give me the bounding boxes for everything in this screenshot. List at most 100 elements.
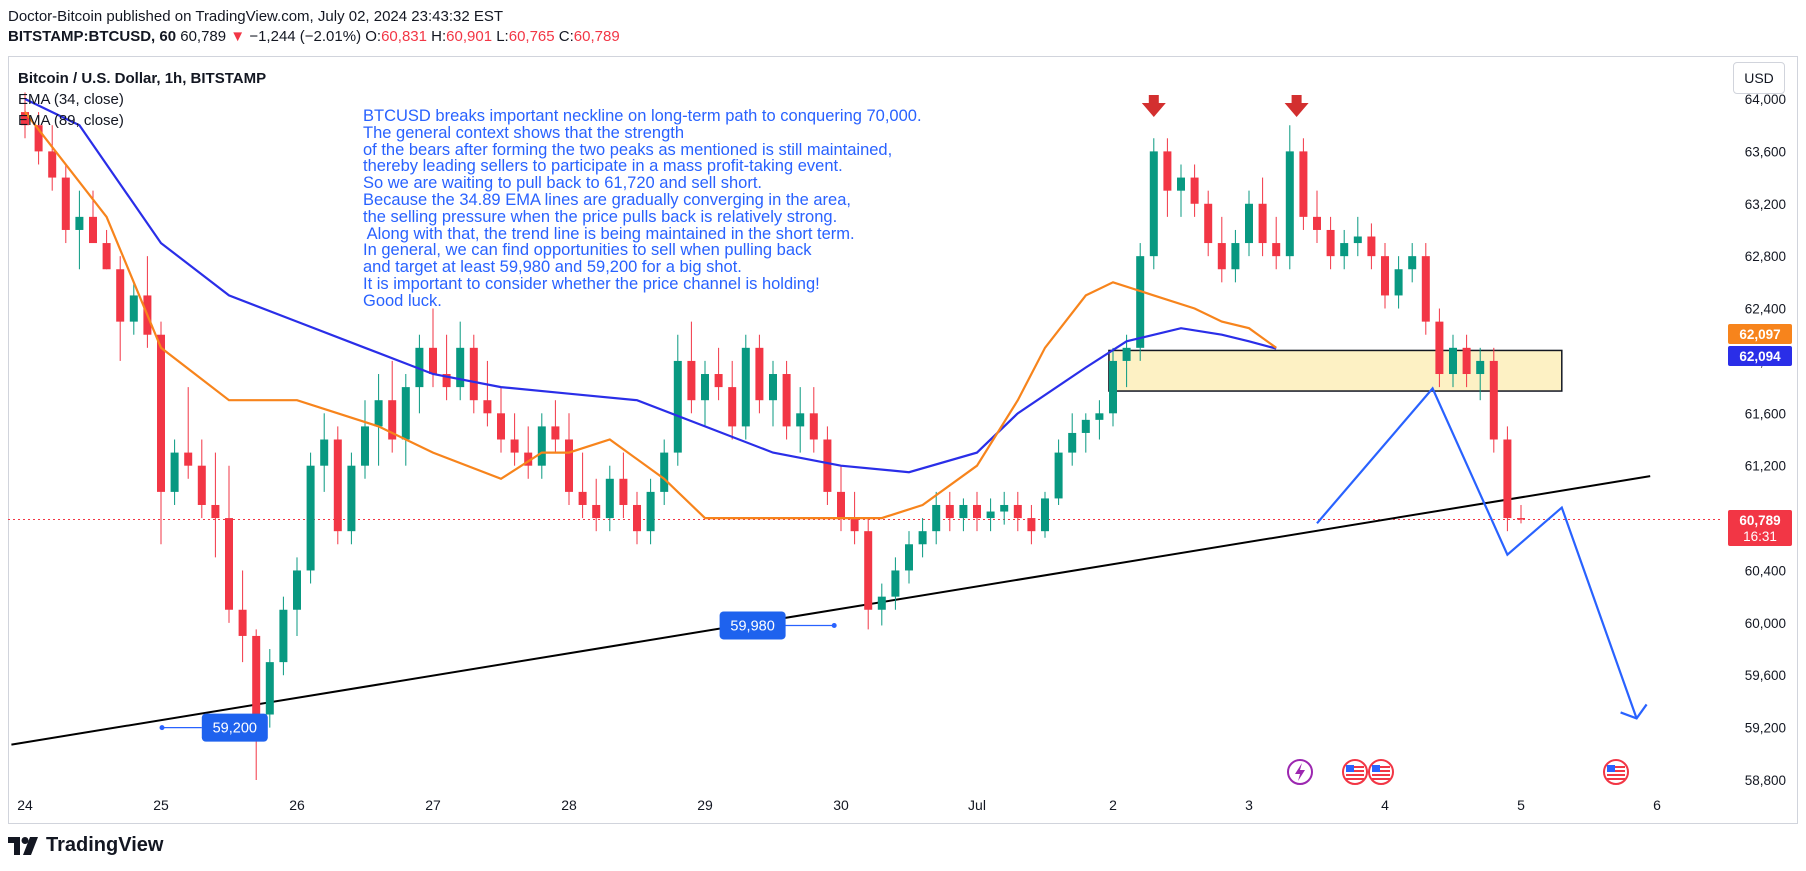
candle[interactable] (660, 439, 669, 505)
candle[interactable] (809, 387, 818, 453)
legend-ema89[interactable]: EMA (89, close) (18, 112, 124, 129)
ema34-line[interactable] (24, 111, 1277, 520)
candle[interactable] (578, 452, 587, 519)
candle[interactable] (1449, 334, 1457, 388)
candle[interactable] (1217, 216, 1226, 283)
candle[interactable] (1054, 439, 1063, 505)
candle[interactable] (592, 478, 601, 532)
candle[interactable] (170, 439, 179, 505)
trendline[interactable] (11, 475, 1651, 746)
candle[interactable] (1013, 491, 1022, 532)
candle[interactable] (1258, 177, 1267, 257)
candle[interactable] (415, 334, 424, 414)
candle[interactable] (1326, 216, 1335, 270)
candle[interactable] (687, 321, 696, 414)
candle[interactable] (483, 360, 492, 427)
candle[interactable] (265, 649, 274, 728)
candle[interactable] (1462, 334, 1471, 388)
candle[interactable] (973, 491, 981, 532)
candle[interactable] (456, 321, 465, 401)
projection-path[interactable] (1316, 386, 1638, 719)
us-flag-event-icon[interactable] (1342, 759, 1368, 785)
candle[interactable] (1136, 243, 1145, 361)
symbol-name[interactable]: BITSTAMP:BTCUSD, 60 (8, 28, 177, 45)
candle[interactable] (1081, 413, 1090, 453)
candle[interactable] (524, 426, 533, 479)
candle[interactable] (891, 557, 900, 610)
candle[interactable] (1122, 334, 1131, 388)
candle[interactable] (1381, 243, 1389, 309)
candle[interactable] (1503, 426, 1512, 532)
candle[interactable] (619, 452, 628, 519)
candle[interactable] (1204, 190, 1213, 257)
candle[interactable] (837, 465, 845, 532)
candle[interactable] (1408, 243, 1417, 283)
candle[interactable] (537, 413, 546, 479)
candle[interactable] (551, 400, 560, 453)
currency-button[interactable]: USD (1733, 62, 1785, 94)
candle[interactable] (333, 426, 342, 545)
candle[interactable] (823, 426, 832, 505)
us-flag-event-icon[interactable] (1368, 759, 1394, 785)
candle[interactable] (877, 583, 886, 626)
candle[interactable] (796, 387, 805, 453)
candle[interactable] (1435, 308, 1444, 388)
candle[interactable] (701, 360, 709, 427)
resistance-zone[interactable] (1108, 349, 1563, 392)
candle[interactable] (361, 400, 369, 479)
candle[interactable] (918, 518, 927, 558)
candle[interactable] (320, 413, 329, 492)
candle[interactable] (211, 452, 220, 558)
candle[interactable] (605, 465, 614, 532)
candle[interactable] (959, 498, 968, 532)
candle[interactable] (864, 518, 873, 630)
candle[interactable] (252, 629, 261, 780)
lightning-event-icon[interactable] (1287, 759, 1313, 785)
chart-frame[interactable] (8, 56, 1798, 824)
candle[interactable] (1109, 347, 1117, 427)
candle[interactable] (401, 374, 410, 466)
candle[interactable] (442, 334, 451, 401)
candle[interactable] (143, 256, 152, 348)
candle[interactable] (225, 465, 233, 623)
candle[interactable] (741, 334, 750, 440)
candle[interactable] (1394, 256, 1403, 309)
ema89-line[interactable] (24, 98, 1277, 474)
candle[interactable] (1476, 347, 1485, 401)
candle[interactable] (1231, 229, 1240, 283)
candle[interactable] (157, 321, 165, 545)
candle[interactable] (34, 112, 43, 165)
candle[interactable] (1095, 400, 1104, 440)
level-label-box[interactable] (719, 611, 786, 640)
candle[interactable] (1299, 138, 1308, 230)
candle[interactable] (238, 570, 247, 663)
candle[interactable] (61, 164, 70, 244)
candle[interactable] (728, 360, 737, 440)
level-label-box[interactable] (201, 713, 268, 742)
candle[interactable] (129, 282, 138, 335)
candle[interactable] (1421, 243, 1430, 335)
candle[interactable] (469, 334, 478, 414)
candle[interactable] (293, 557, 301, 636)
candle[interactable] (1149, 138, 1158, 270)
candle[interactable] (986, 498, 995, 532)
candle[interactable] (1177, 164, 1185, 217)
candle[interactable] (1041, 491, 1049, 538)
candle[interactable] (1027, 504, 1036, 545)
candle[interactable] (1517, 504, 1525, 524)
candle[interactable] (184, 387, 193, 479)
candle[interactable] (769, 360, 777, 427)
candle[interactable] (782, 360, 791, 440)
us-flag-event-icon[interactable] (1603, 759, 1629, 785)
candle[interactable] (1163, 138, 1172, 217)
candle[interactable] (374, 374, 383, 466)
candle[interactable] (75, 190, 84, 270)
candle[interactable] (116, 256, 125, 361)
analysis-annotation[interactable]: BTCUSD breaks important neckline on long… (363, 107, 922, 310)
candle[interactable] (1285, 125, 1294, 270)
candle[interactable] (1272, 216, 1281, 270)
legend-ema34[interactable]: EMA (34, close) (18, 91, 124, 108)
candle[interactable] (497, 387, 505, 453)
candle[interactable] (388, 360, 397, 453)
